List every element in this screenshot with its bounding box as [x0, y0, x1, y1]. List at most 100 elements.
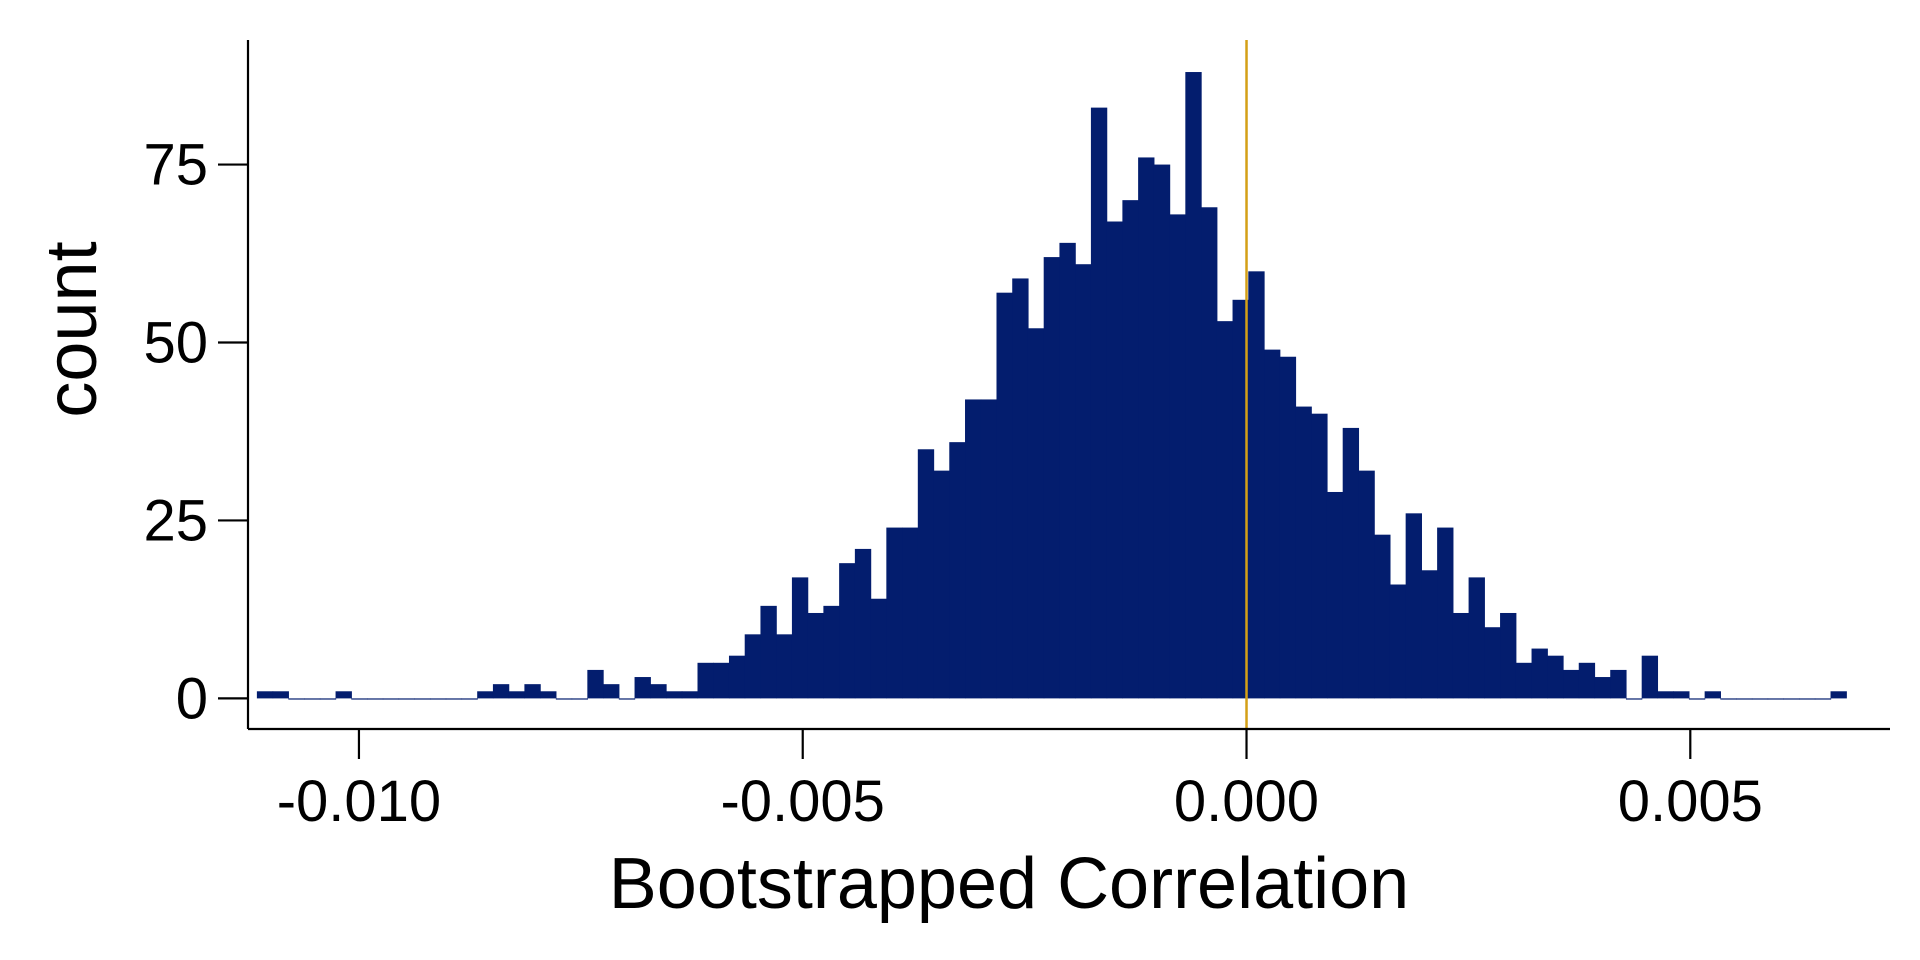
- histogram-bar: [1814, 698, 1832, 700]
- histogram-bar: [886, 527, 903, 699]
- histogram-bar: [1610, 669, 1627, 699]
- histogram-bar: [571, 698, 588, 700]
- histogram-bar: [1563, 669, 1580, 699]
- histogram-bar: [1468, 577, 1485, 699]
- histogram-bar: [1216, 321, 1234, 699]
- histogram-bar: [807, 612, 824, 699]
- histogram-bar: [634, 677, 651, 699]
- histogram-bar: [1657, 691, 1674, 699]
- histogram-bar: [1767, 698, 1784, 700]
- histogram-bar: [1405, 513, 1422, 699]
- histogram-bar: [681, 691, 699, 699]
- histogram-bar: [256, 691, 274, 699]
- histogram-bar: [1169, 214, 1186, 699]
- histogram-bar: [1122, 200, 1139, 699]
- histogram-bar: [1043, 257, 1061, 699]
- histogram-bar: [1452, 612, 1470, 699]
- histogram-bar: [1059, 242, 1076, 699]
- histogram-bar: [1106, 221, 1123, 699]
- histogram-bar: [1547, 655, 1564, 699]
- histogram-bar: [524, 684, 541, 699]
- histogram-bar: [1358, 470, 1375, 699]
- histogram-bar: [1295, 406, 1312, 699]
- histogram-bar: [823, 605, 840, 699]
- histogram-bar: [429, 698, 447, 700]
- histogram-bar: [1688, 698, 1706, 700]
- x-tick-label: -0.005: [720, 769, 884, 834]
- histogram-bar: [1500, 612, 1517, 699]
- axes: [246, 40, 1890, 731]
- histogram-bar: [1484, 627, 1501, 699]
- histogram-bar: [1531, 648, 1548, 699]
- histogram-bar: [304, 698, 321, 700]
- histogram-bar: [1185, 72, 1202, 699]
- histogram-bar: [1783, 698, 1800, 700]
- histogram-bar: [1421, 570, 1438, 699]
- x-tick-label: -0.010: [277, 769, 441, 834]
- histogram-bar: [713, 662, 730, 699]
- y-axis-title: count: [32, 241, 112, 417]
- histogram-bar: [1075, 264, 1092, 699]
- histogram-bar: [618, 698, 636, 700]
- histogram-bar: [760, 605, 777, 699]
- histogram-bar: [1641, 655, 1659, 699]
- histogram-bar: [1090, 107, 1108, 699]
- histogram-bar: [728, 655, 746, 699]
- histogram-bar: [1279, 356, 1297, 699]
- histogram-bar: [839, 563, 856, 699]
- histogram-bar: [587, 669, 604, 699]
- histogram-bar: [1248, 271, 1265, 699]
- histogram-bar: [1437, 527, 1454, 699]
- x-axis-ticks: -0.010 -0.005 0.000 0.005: [277, 729, 1763, 834]
- histogram-bar: [1326, 491, 1344, 699]
- histogram-bar: [902, 527, 919, 699]
- histogram-bar: [414, 698, 431, 700]
- x-axis-title: Bootstrapped Correlation: [609, 844, 1409, 924]
- histogram-bar: [1704, 691, 1721, 699]
- histogram-bar: [917, 449, 935, 699]
- histogram-bar: [1138, 157, 1155, 699]
- histogram-bar: [1515, 662, 1533, 699]
- histogram-bar: [1232, 299, 1249, 699]
- histogram-bar: [272, 691, 289, 699]
- x-tick-label: 0.005: [1618, 769, 1763, 834]
- histogram-bar: [870, 598, 887, 699]
- histogram-bar: [1673, 691, 1690, 699]
- histogram-bar: [398, 698, 415, 700]
- histogram-bar: [540, 691, 557, 699]
- histogram-bar: [603, 684, 620, 699]
- histogram-bar: [854, 548, 872, 699]
- histogram-bar: [996, 292, 1013, 699]
- histogram-bar: [335, 691, 352, 699]
- histogram-bar: [445, 698, 463, 700]
- histogram-bar: [1027, 328, 1045, 699]
- histogram-bar: [1720, 698, 1737, 700]
- histogram-bar: [1799, 698, 1816, 700]
- histogram-bar: [1625, 698, 1643, 700]
- histogram-bar: [555, 698, 573, 700]
- histogram-bar: [744, 634, 762, 699]
- histogram-bar: [1830, 691, 1847, 699]
- histogram-bar: [933, 470, 950, 699]
- histogram-bar: [351, 698, 368, 700]
- histogram-bar: [949, 442, 966, 699]
- histogram-bar: [461, 698, 478, 700]
- y-tick-label: 75: [143, 133, 208, 198]
- histogram-bar: [1201, 207, 1218, 699]
- histogram-bar: [697, 662, 714, 699]
- histogram-bar: [1578, 662, 1596, 699]
- histogram-bar: [477, 691, 494, 699]
- histogram-bar: [965, 399, 982, 699]
- y-axis-ticks: 0 25 50 75: [143, 133, 248, 731]
- histogram-bar: [1153, 164, 1171, 699]
- histogram-bar: [1264, 349, 1281, 699]
- histogram-bar: [319, 698, 337, 700]
- histogram-bar: [666, 691, 683, 699]
- histogram-bar: [288, 698, 305, 700]
- histogram-bar: [650, 684, 667, 699]
- histogram-bar: [1594, 677, 1611, 699]
- y-tick-label: 0: [176, 666, 208, 731]
- histogram-bar: [492, 684, 510, 699]
- histogram-bar: [1374, 534, 1391, 699]
